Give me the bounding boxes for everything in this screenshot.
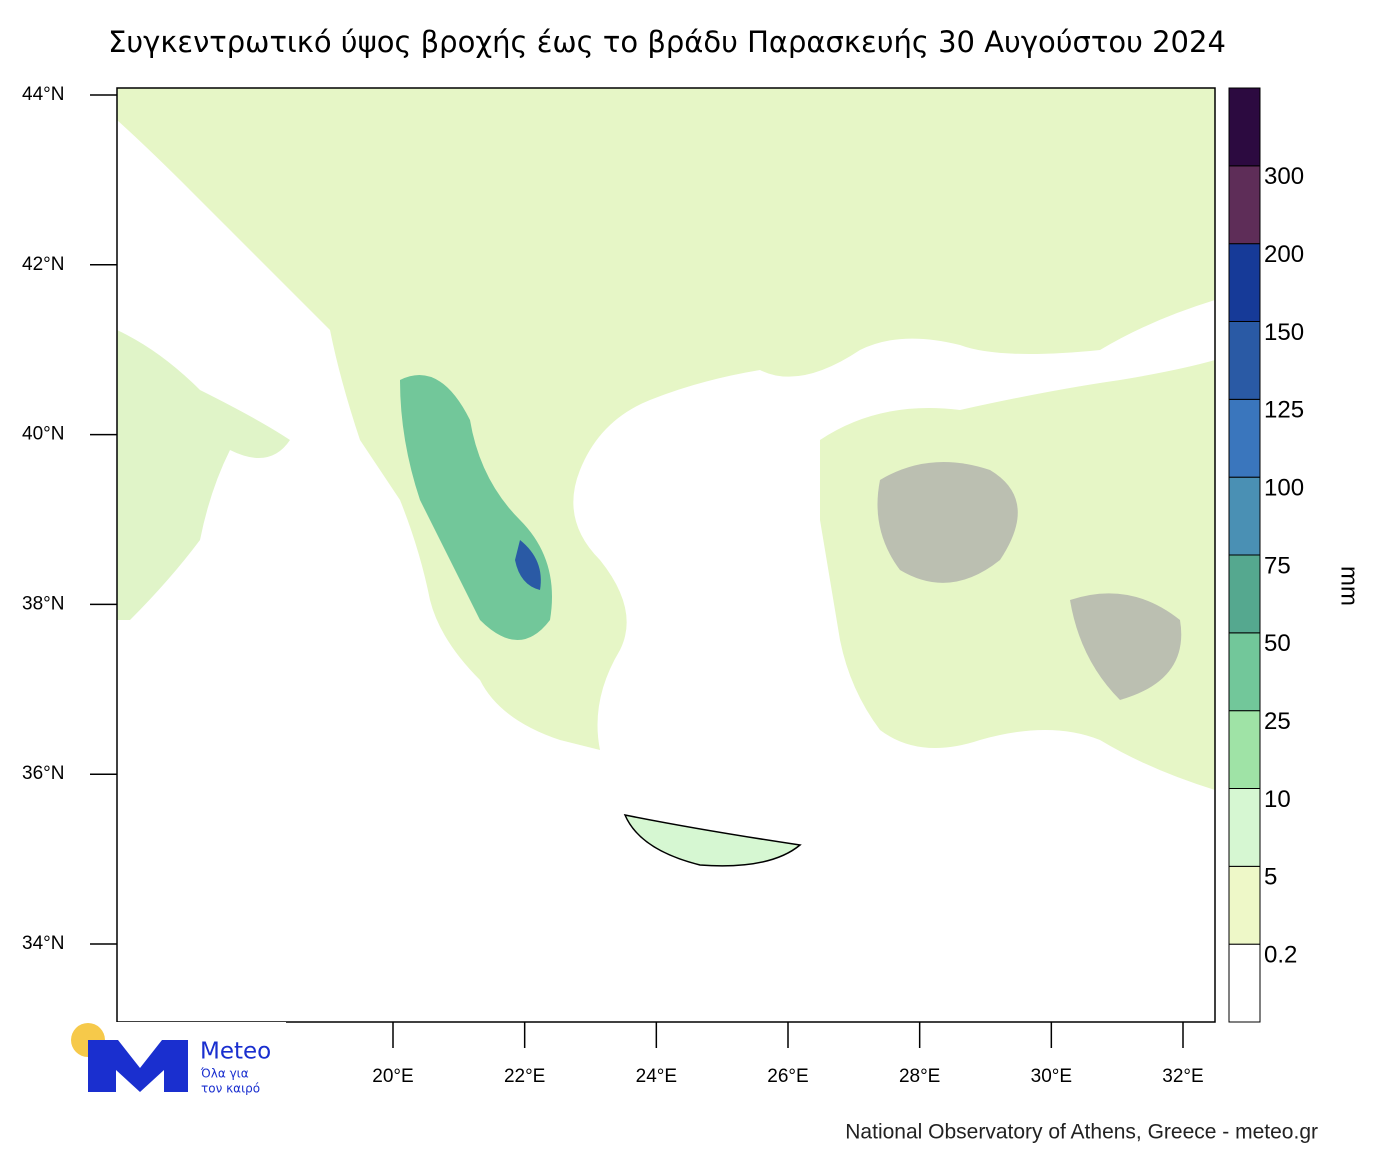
lat-tick-label: 40°N xyxy=(22,424,64,445)
colorbar-label: 10 xyxy=(1264,786,1291,813)
logo-mark xyxy=(88,1040,188,1092)
axes: 44°N 42°N 40°N 38°N 36°N 34°N 20°E 22°E 24°E 26°E… xyxy=(22,84,1204,1087)
logo-tagline: τον καιρό xyxy=(201,1082,260,1096)
colorbar-label: 150 xyxy=(1264,319,1304,346)
colorbar-swatch xyxy=(1228,865,1261,945)
map-frame xyxy=(116,87,1216,1023)
map xyxy=(116,87,1216,1023)
land-anatolia xyxy=(820,360,1215,790)
colorbar-swatch xyxy=(1228,788,1261,867)
colorbar-swatch xyxy=(1228,943,1261,1023)
rain-area xyxy=(400,375,552,640)
no-rain-area xyxy=(1070,593,1182,700)
colorbar-label: 125 xyxy=(1264,397,1304,424)
land-crete xyxy=(623,813,802,867)
colorbar-label: 0.2 xyxy=(1264,942,1297,969)
lon-tick-label: 20°E xyxy=(372,1066,413,1087)
colorbar-label: 200 xyxy=(1264,241,1304,268)
no-rain-area xyxy=(877,462,1018,583)
logo-name: Meteo xyxy=(200,1039,271,1065)
lon-tick-label: 30°E xyxy=(1031,1066,1072,1087)
lon-tick-label: 28°E xyxy=(899,1066,940,1087)
colorbar-swatch xyxy=(1228,321,1261,400)
colorbar: 0.2 5 10 25 50 75 100 125 150 200 300 xyxy=(1228,87,1304,1023)
lon-tick-label: 32°E xyxy=(1162,1066,1203,1087)
colorbar-label: 50 xyxy=(1264,630,1291,657)
colorbar-label: 300 xyxy=(1264,163,1304,190)
title: Συγκεντρωτικό ύψος βροχής έως το βράδυ Π… xyxy=(108,25,1226,59)
colorbar-swatch xyxy=(1228,476,1261,556)
lon-tick-label: 24°E xyxy=(636,1066,677,1087)
lat-tick-label: 34°N xyxy=(22,933,64,954)
colorbar-label: 25 xyxy=(1264,708,1291,735)
colorbar-swatch xyxy=(1228,632,1261,712)
colorbar-label: 75 xyxy=(1264,552,1291,579)
rain-core xyxy=(515,540,541,590)
lat-tick-label: 44°N xyxy=(22,84,64,105)
colorbar-swatch xyxy=(1228,398,1261,478)
lat-tick-label: 42°N xyxy=(22,254,64,275)
lon-tick-label: 22°E xyxy=(504,1066,545,1087)
colorbar-swatch xyxy=(1228,165,1261,245)
credit: National Observatory of Athens, Greece -… xyxy=(845,1121,1318,1144)
colorbar-swatch xyxy=(1228,554,1261,634)
lat-tick-label: 36°N xyxy=(22,763,64,784)
land-balkans xyxy=(117,88,1215,750)
lon-tick-label: 26°E xyxy=(767,1066,808,1087)
land-italy xyxy=(117,330,290,620)
logo-tagline: Όλα για xyxy=(200,1067,249,1081)
lat-tick-label: 38°N xyxy=(22,593,64,614)
colorbar-swatch xyxy=(1228,710,1261,790)
colorbar-swatch xyxy=(1228,87,1261,167)
colorbar-unit: mm xyxy=(1336,566,1363,606)
colorbar-label: 100 xyxy=(1264,475,1304,502)
logo: Meteo Όλα για τον καιρό xyxy=(68,1022,286,1102)
colorbar-label: 5 xyxy=(1264,864,1277,891)
colorbar-swatch xyxy=(1228,243,1261,323)
